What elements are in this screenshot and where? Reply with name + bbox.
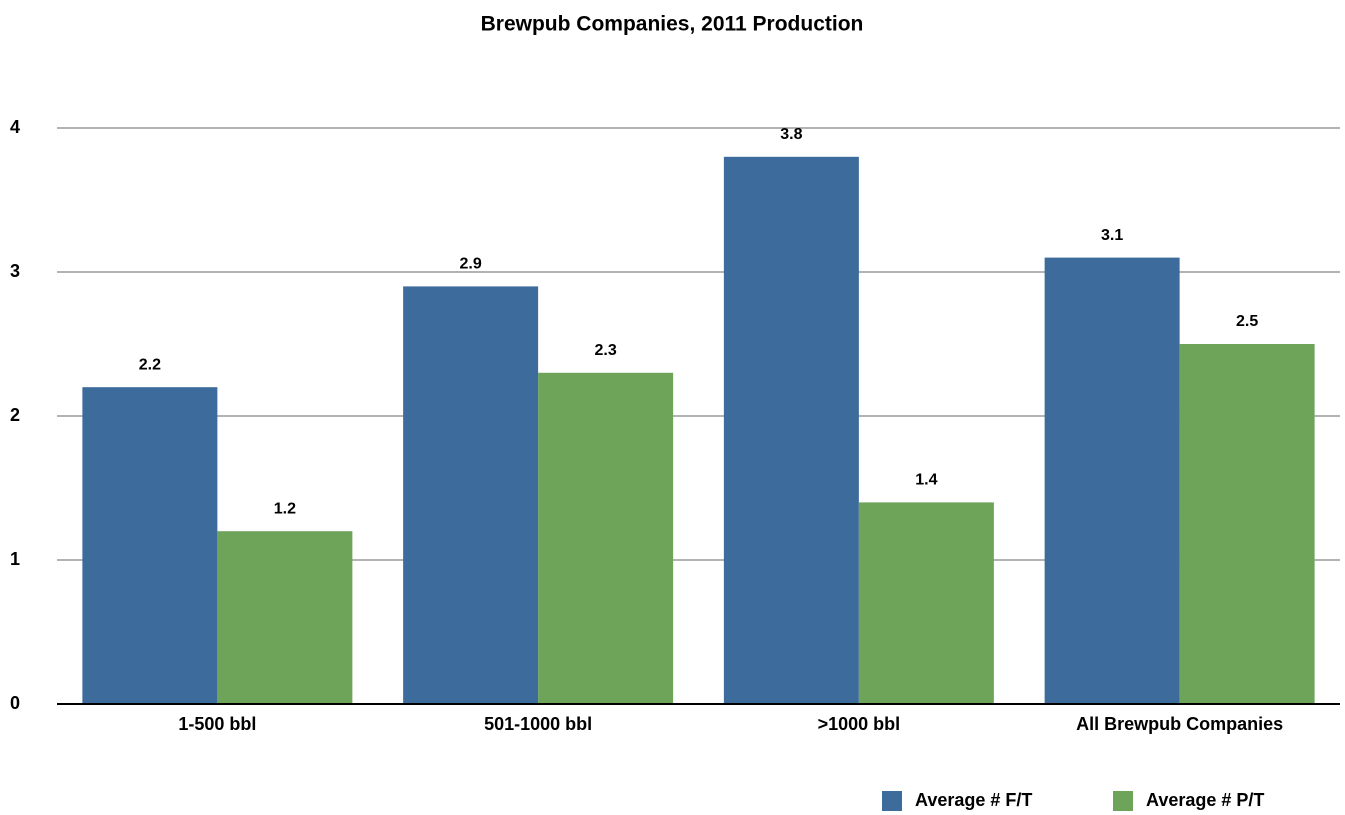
legend-swatch (1113, 791, 1133, 811)
data-label: 2.5 (1236, 313, 1258, 330)
legend-label: Average # F/T (915, 790, 1032, 810)
data-label: 3.8 (780, 126, 802, 143)
data-label: 1.2 (274, 500, 296, 517)
x-tick-label: 501-1000 bbl (484, 714, 592, 734)
bar (82, 387, 218, 704)
data-label: 1.4 (915, 472, 937, 489)
bar (1179, 344, 1315, 704)
x-tick-label: All Brewpub Companies (1076, 714, 1283, 734)
data-label: 2.3 (595, 342, 617, 359)
bar (723, 156, 859, 705)
chart-title: Brewpub Companies, 2011 Production (481, 13, 864, 36)
y-tick-label: 3 (10, 261, 20, 281)
data-label: 2.2 (139, 356, 161, 373)
x-tick-label: 1-500 bbl (178, 714, 256, 734)
bar (217, 531, 353, 704)
y-tick-label: 0 (10, 693, 20, 713)
bar (1044, 257, 1180, 704)
legend-swatch (882, 791, 902, 811)
y-tick-label: 1 (10, 549, 20, 569)
bar (858, 502, 994, 704)
y-tick-label: 4 (10, 117, 20, 137)
x-tick-label: >1000 bbl (818, 714, 901, 734)
data-label: 3.1 (1101, 227, 1123, 244)
bar (403, 286, 539, 704)
legend-label: Average # P/T (1146, 790, 1264, 810)
bar (538, 372, 674, 704)
y-tick-label: 2 (10, 405, 20, 425)
data-label: 2.9 (460, 256, 482, 273)
